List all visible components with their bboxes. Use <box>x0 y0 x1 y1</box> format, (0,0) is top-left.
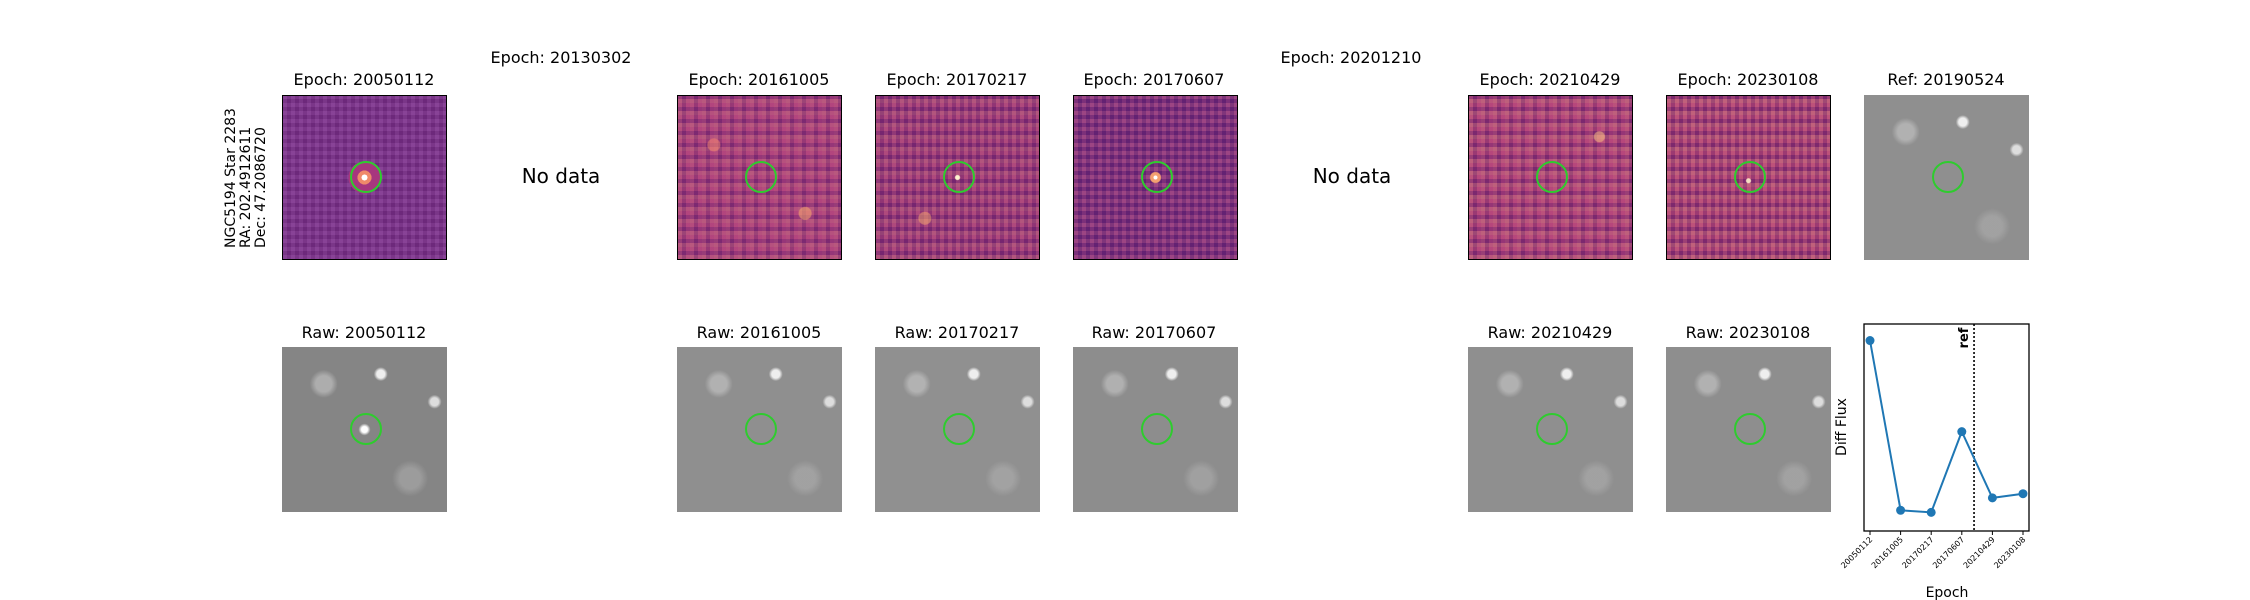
raw-image-20230108 <box>1666 347 1831 512</box>
star-dec: Dec: 47.2086720 <box>253 127 269 248</box>
diff-title-3: Epoch: 20161005 <box>688 70 830 89</box>
x-axis-label: Epoch <box>1926 585 1969 600</box>
diff-title-8: Epoch: 20230108 <box>1677 70 1819 89</box>
target-circle <box>943 413 975 445</box>
target-circle <box>943 161 975 193</box>
flux-chart: Diff Flux Epoch ref 20050112201610052017… <box>1834 323 2030 600</box>
target-circle <box>350 413 382 445</box>
data-point <box>1896 505 1906 515</box>
data-point <box>2018 489 2028 499</box>
target-circle <box>1932 161 1964 193</box>
raw-image-20050112 <box>282 347 447 512</box>
diff-image-20170607 <box>1073 95 1238 260</box>
diff-image-20170217 <box>875 95 1040 260</box>
diff-title-2: Epoch: 20130302 <box>490 48 632 67</box>
ref-image <box>1864 95 2029 260</box>
diff-title-5: Epoch: 20170607 <box>1083 70 1225 89</box>
target-circle <box>350 161 382 193</box>
target-circle <box>745 413 777 445</box>
raw-title-5: Raw: 20210429 <box>1487 323 1613 342</box>
flux-line <box>1869 340 2024 514</box>
diff-image-20050112 <box>282 95 447 260</box>
diff-title-6: Epoch: 20201210 <box>1280 48 1422 67</box>
x-tick-label: 20210429 <box>1962 535 1997 570</box>
raw-image-20210429 <box>1468 347 1633 512</box>
no-data-20201210: No data <box>1312 164 1392 188</box>
ref-label: ref <box>1957 327 1972 348</box>
target-circle <box>1734 413 1766 445</box>
diff-title-1: Epoch: 20050112 <box>293 70 435 89</box>
data-point <box>1987 493 1997 503</box>
diff-image-20230108 <box>1666 95 1831 260</box>
target-circle <box>1536 161 1568 193</box>
raw-image-20170607 <box>1073 347 1238 512</box>
y-axis-label: Diff Flux <box>1834 398 1850 456</box>
diff-title-7: Epoch: 20210429 <box>1479 70 1621 89</box>
x-tick-label: 20050112 <box>1839 535 1874 570</box>
raw-title-1: Raw: 20050112 <box>301 323 427 342</box>
ref-title: Ref: 20190524 <box>1887 70 2005 89</box>
x-tick-label: 20170607 <box>1931 535 1966 570</box>
diff-title-4: Epoch: 20170217 <box>886 70 1028 89</box>
raw-title-2: Raw: 20161005 <box>696 323 822 342</box>
star-label: NGC5194 Star 2283 RA: 202.4912611 Dec: 4… <box>223 108 269 248</box>
data-point <box>1926 507 1936 517</box>
diff-image-20161005 <box>677 95 842 260</box>
raw-title-6: Raw: 20230108 <box>1685 323 1811 342</box>
star-ra: RA: 202.4912611 <box>238 126 254 248</box>
x-tick-label: 20161005 <box>1870 535 1905 570</box>
raw-title-3: Raw: 20170217 <box>894 323 1020 342</box>
diff-image-20210429 <box>1468 95 1633 260</box>
no-data-20130302: No data <box>521 164 601 188</box>
raw-title-4: Raw: 20170607 <box>1091 323 1217 342</box>
data-point <box>1865 336 1875 346</box>
target-circle <box>745 161 777 193</box>
target-circle <box>1734 161 1766 193</box>
target-circle <box>1141 413 1173 445</box>
target-circle <box>1536 413 1568 445</box>
target-circle <box>1141 161 1173 193</box>
raw-image-20161005 <box>677 347 842 512</box>
x-tick-label: 20170217 <box>1900 535 1935 570</box>
raw-image-20170217 <box>875 347 1040 512</box>
data-point <box>1957 427 1967 437</box>
star-name: NGC5194 Star 2283 <box>223 108 239 248</box>
plot-frame <box>1863 323 2030 532</box>
x-tick-label: 20230108 <box>1992 535 2027 570</box>
